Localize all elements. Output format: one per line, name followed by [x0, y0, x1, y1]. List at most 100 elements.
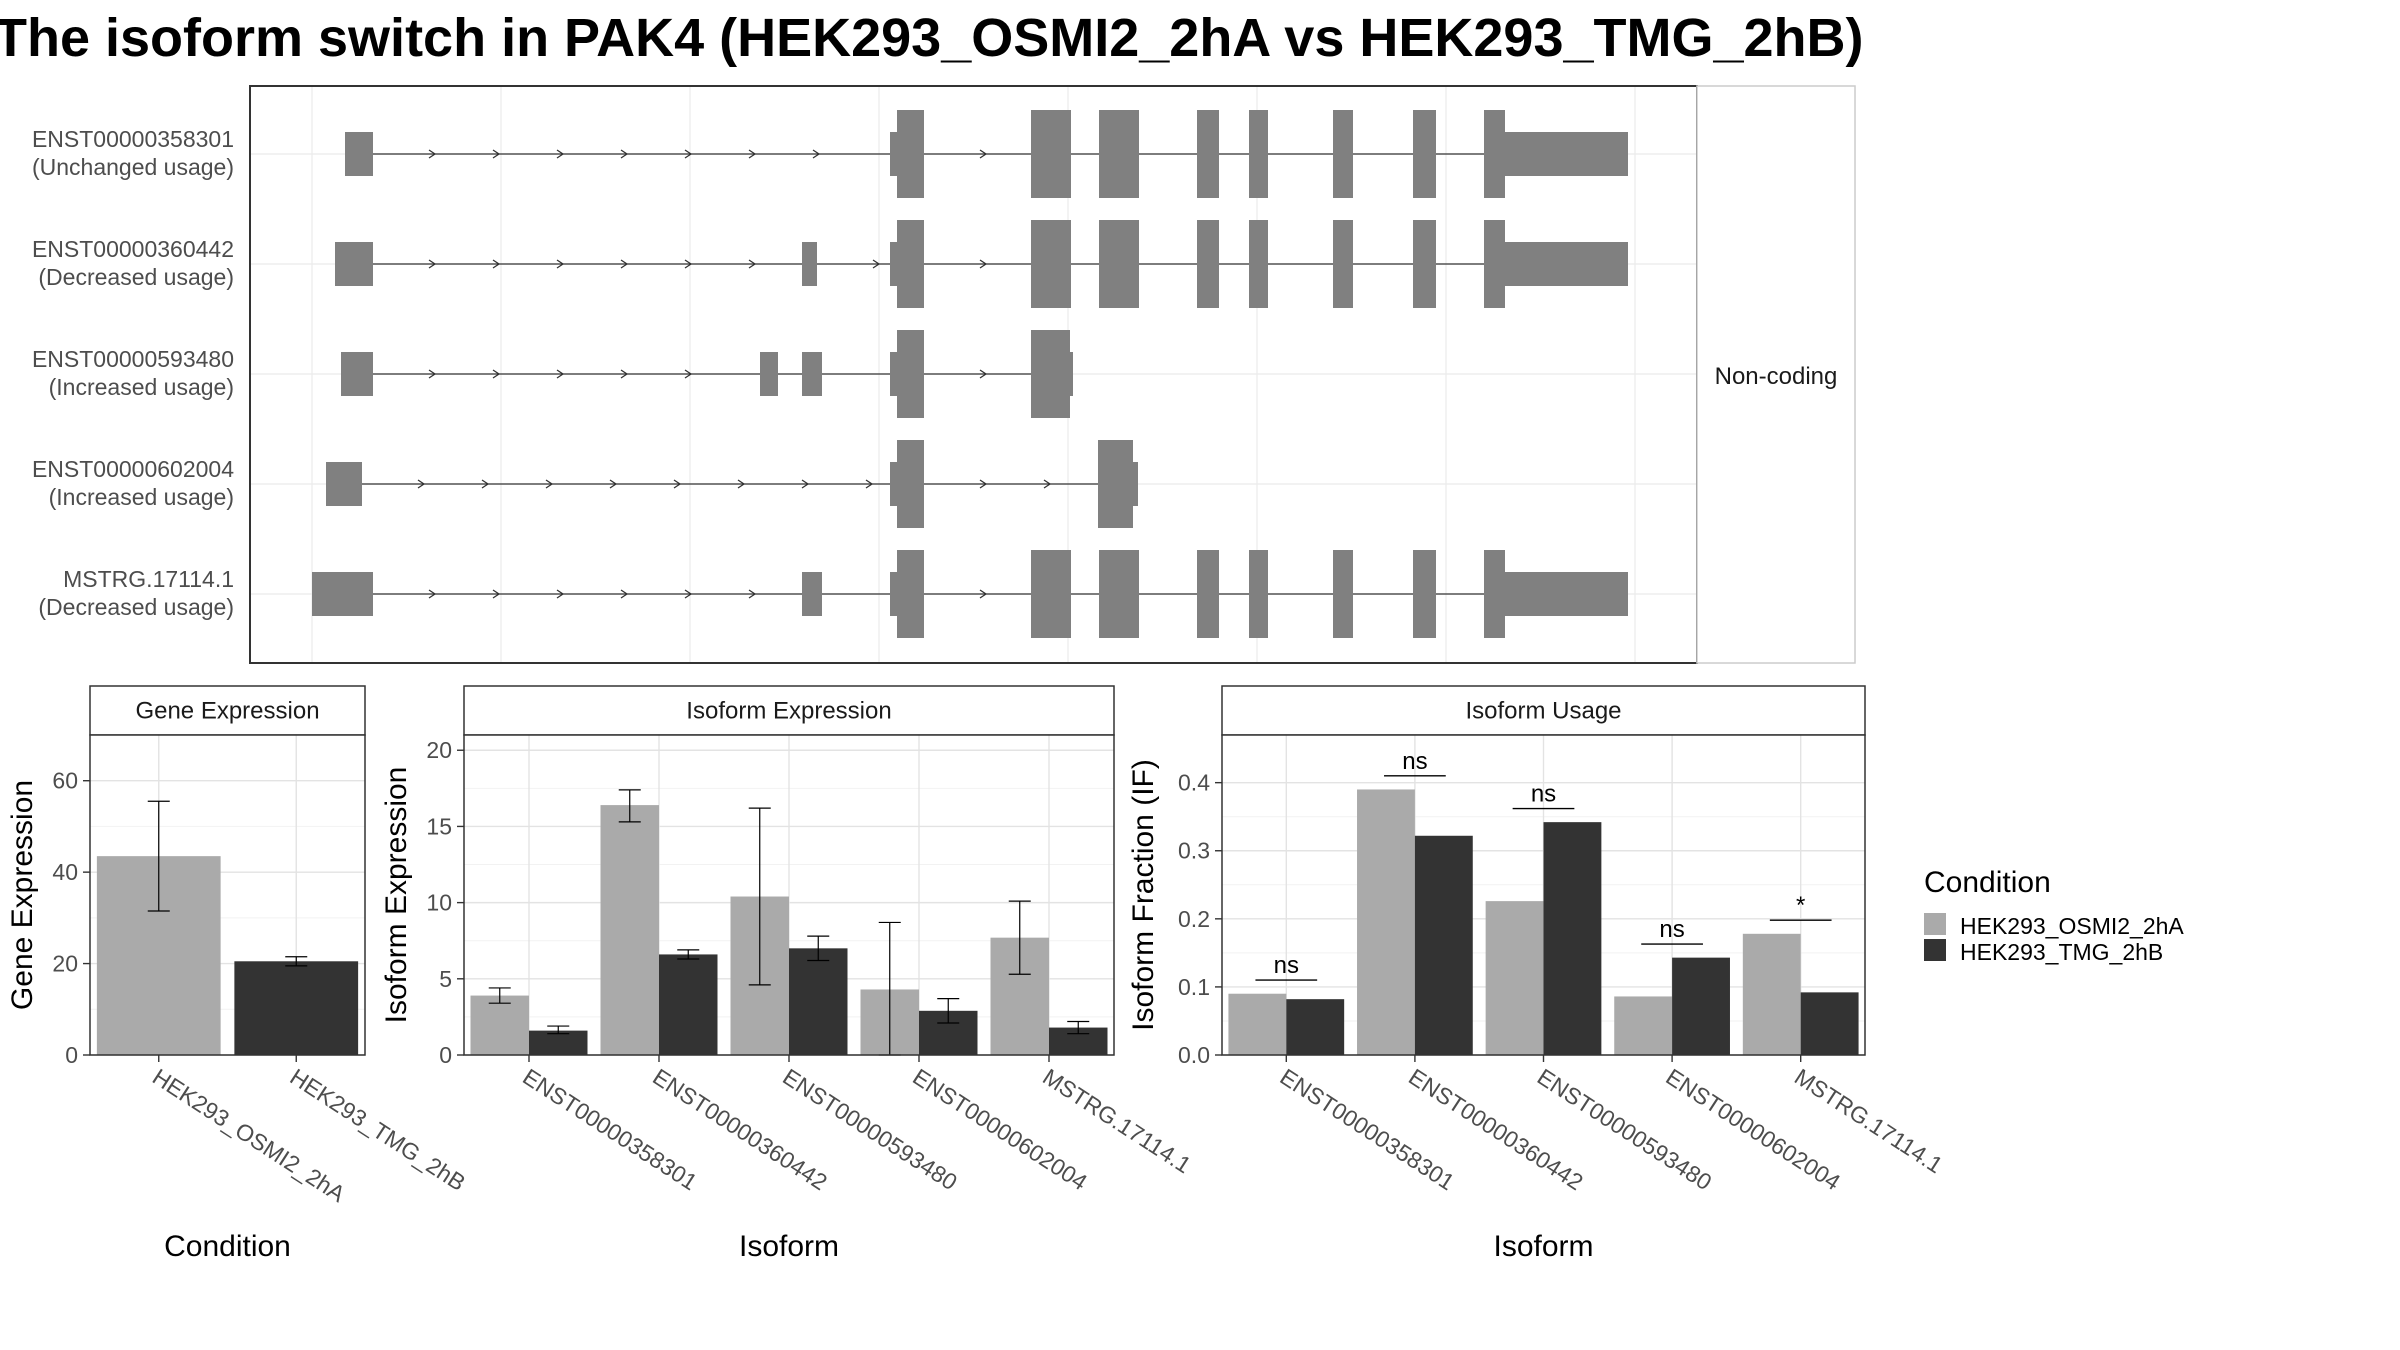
- strip-label-noncoding: Non-coding: [1715, 363, 1838, 390]
- y-tick-label: 0.0: [1178, 1042, 1210, 1068]
- utr-exon: [802, 352, 822, 396]
- bar: [470, 995, 529, 1055]
- bar: [659, 954, 718, 1055]
- bar: [1485, 901, 1544, 1055]
- bar: [1614, 996, 1673, 1055]
- intron-arrow: [556, 149, 565, 159]
- cds-exon: [1031, 220, 1071, 308]
- bar: [1800, 992, 1859, 1055]
- intron-arrow: [684, 589, 693, 599]
- figure-title: The isoform switch in PAK4 (HEK293_OSMI2…: [0, 8, 1864, 68]
- significance-label: ns: [1531, 781, 1556, 808]
- utr-exon: [890, 462, 897, 506]
- intron-arrow: [428, 589, 437, 599]
- intron-arrow: [748, 149, 757, 159]
- legend-entry-cond-a: HEK293_OSMI2_2hA: [1960, 913, 2184, 939]
- intron-arrow: [979, 479, 988, 489]
- utr-exon: [890, 132, 897, 176]
- utr-exon: [890, 352, 897, 396]
- intron-arrow: [492, 149, 501, 159]
- bar: [789, 948, 848, 1055]
- utr-exon: [760, 352, 778, 396]
- utr-exon: [1133, 462, 1138, 506]
- intron-arrow: [556, 369, 565, 379]
- panel-strip-title: Isoform Usage: [1465, 698, 1621, 725]
- isoform-label: MSTRG.17114.1: [63, 566, 234, 592]
- isoform-usage-label: (Unchanged usage): [32, 154, 234, 180]
- intron-arrow: [812, 149, 821, 159]
- intron-arrow: [609, 479, 618, 489]
- legend: Condition HEK293_OSMI2_2hA HEK293_TMG_2h…: [1924, 866, 2184, 965]
- bar: [234, 961, 359, 1055]
- utr-exon: [1505, 132, 1628, 176]
- cds-exon: [1413, 110, 1436, 198]
- cds-exon: [1484, 550, 1505, 638]
- panel-strip: [1221, 685, 1866, 736]
- utr-exon: [312, 572, 373, 616]
- cds-exon: [1099, 550, 1139, 638]
- cds-exon: [1413, 550, 1436, 638]
- y-tick-label: 0: [65, 1042, 78, 1068]
- bar: [1672, 957, 1730, 1055]
- cds-exon: [897, 440, 924, 528]
- isoform-label: ENST00000593480: [32, 346, 234, 372]
- bar: [1286, 999, 1345, 1055]
- isoform-usage-label: (Decreased usage): [38, 264, 234, 290]
- x-axis-title: Isoform: [739, 1230, 839, 1263]
- cds-exon: [1031, 330, 1070, 418]
- cds-exon: [897, 550, 924, 638]
- intron-arrow: [428, 369, 437, 379]
- intron-arrow: [620, 369, 629, 379]
- y-tick-label: 40: [52, 859, 78, 885]
- cds-exon: [1333, 110, 1353, 198]
- intron-arrow: [748, 589, 757, 599]
- legend-title: Condition: [1924, 866, 2051, 899]
- intron-arrow: [979, 259, 988, 269]
- intron-arrow: [979, 369, 988, 379]
- plot-frame: [1221, 734, 1866, 1056]
- bar: [529, 1030, 588, 1055]
- isoform-label: ENST00000360442: [32, 236, 234, 262]
- legend-key-cond-b: [1924, 939, 1946, 961]
- utr-exon: [1070, 352, 1073, 396]
- intron-arrow: [620, 589, 629, 599]
- cds-exon: [1197, 220, 1219, 308]
- utr-exon: [326, 462, 362, 506]
- y-tick-label: 10: [426, 890, 452, 916]
- utr-exon: [341, 352, 373, 396]
- plot-frame: [463, 734, 1115, 1056]
- cds-exon: [1098, 440, 1133, 528]
- panel-strip: [89, 685, 366, 736]
- cds-exon: [1099, 220, 1139, 308]
- intron-arrow: [979, 149, 988, 159]
- panel-strip: [463, 685, 1115, 736]
- tx-strip-frame: [1696, 85, 1856, 664]
- cds-exon: [1031, 110, 1071, 198]
- isoform-label: ENST00000358301: [32, 126, 234, 152]
- transcript-structure-panel: ENST00000358301(Unchanged usage) ENST0000…: [32, 85, 1856, 664]
- cds-exon: [1333, 550, 1353, 638]
- intron-arrow: [1043, 479, 1052, 489]
- y-tick-label: 0.2: [1178, 906, 1210, 932]
- significance-label: *: [1796, 892, 1805, 919]
- y-tick-label: 0.4: [1178, 770, 1210, 796]
- x-axis-title: Isoform: [1493, 1230, 1593, 1263]
- y-tick-label: 15: [426, 813, 452, 839]
- intron-arrow: [673, 479, 682, 489]
- intron-arrow: [428, 259, 437, 269]
- isoform-usage-label: (Increased usage): [49, 484, 234, 510]
- cds-exon: [897, 220, 924, 308]
- intron-arrow: [684, 369, 693, 379]
- y-axis-title: Gene Expression: [6, 780, 39, 1010]
- cds-exon: [1099, 110, 1139, 198]
- intron-arrow: [417, 479, 426, 489]
- utr-exon: [1505, 242, 1628, 286]
- cds-exon: [897, 110, 924, 198]
- significance-label: ns: [1274, 952, 1299, 979]
- y-tick-label: 60: [52, 768, 78, 794]
- bar: [1228, 993, 1287, 1055]
- cds-exon: [897, 330, 924, 418]
- intron-arrow: [737, 479, 746, 489]
- cds-exon: [1413, 220, 1436, 308]
- bar: [1414, 835, 1473, 1055]
